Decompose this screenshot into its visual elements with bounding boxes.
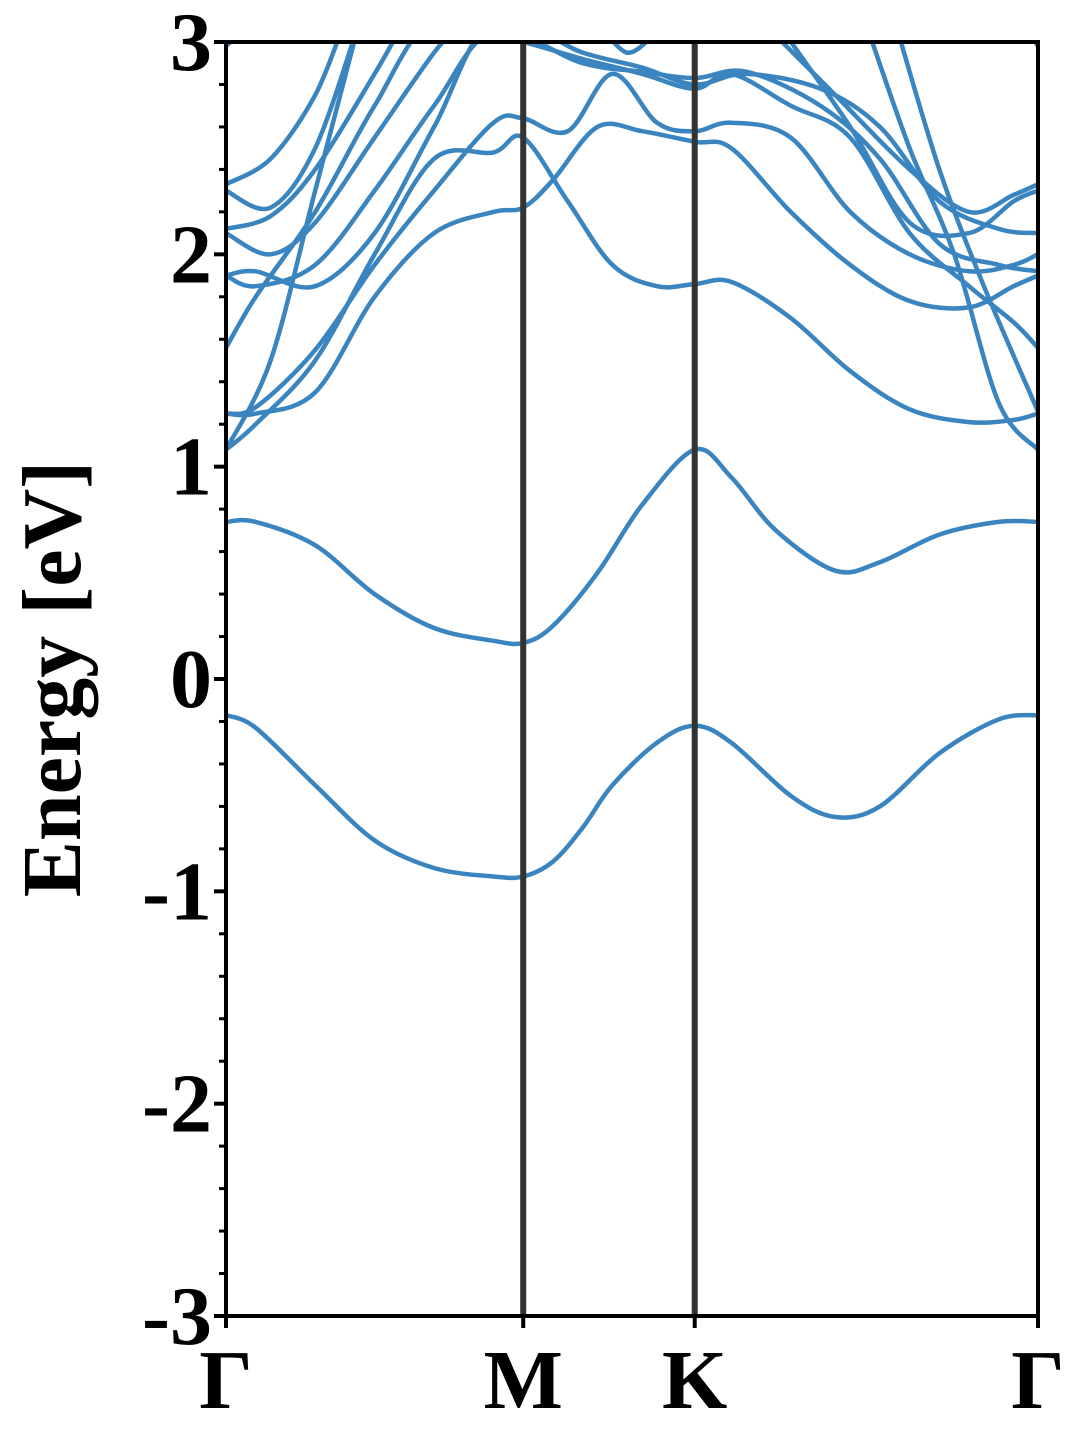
y-tick-label: 0 (170, 633, 212, 726)
x-tick-label: Γ (199, 1334, 252, 1427)
band-line-18 (788, 42, 1038, 239)
band-line-4 (226, 121, 1038, 418)
band-line-3 (226, 133, 1038, 452)
y-tick-label: -3 (142, 1270, 212, 1363)
y-axis-label: Energy [eV] (6, 461, 99, 897)
y-tick-label: 3 (170, 0, 212, 89)
band-line-14 (226, 42, 357, 451)
band-line-16 (869, 42, 1038, 452)
kpath-lines (520, 42, 698, 1316)
y-tick-label: 1 (170, 421, 212, 514)
band-line-6 (226, 42, 1038, 350)
band-line-2 (226, 446, 1038, 647)
band-line-19 (779, 42, 1038, 215)
band-line-8 (226, 42, 1038, 289)
y-tick-label: -2 (142, 1058, 212, 1151)
y-tick-label: 2 (170, 208, 212, 301)
x-tick-label: M (484, 1334, 563, 1427)
band-line-11 (226, 42, 356, 212)
band-line-1 (226, 712, 1038, 881)
band-line-17 (898, 42, 1038, 413)
band-lines (226, 42, 1038, 881)
plot-frame (224, 40, 1040, 1318)
x-tick-label: K (662, 1334, 727, 1427)
band-line-5 (226, 71, 1038, 417)
band-line-12 (226, 42, 340, 187)
band-line-15 (610, 42, 650, 55)
band-line-10 (226, 42, 396, 232)
band-line-9 (226, 42, 446, 257)
y-axis: -3 -2 -1 0 1 2 3 (142, 0, 226, 1363)
y-tick-label: -1 (142, 845, 212, 938)
band-line-7 (226, 42, 1038, 290)
x-tick-label: Γ (1011, 1334, 1064, 1427)
